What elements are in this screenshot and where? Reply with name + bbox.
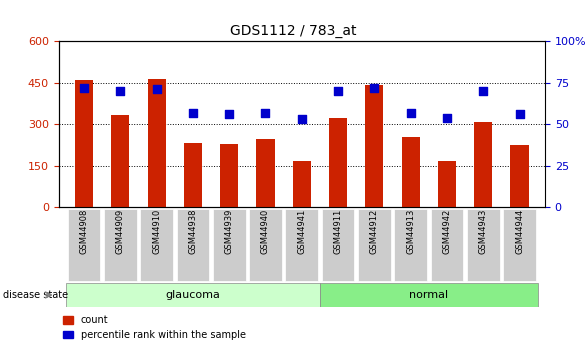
Bar: [148, 79, 166, 207]
Text: GSM44908: GSM44908: [80, 208, 88, 254]
Point: [370, 85, 379, 90]
Text: GSM44912: GSM44912: [370, 208, 379, 254]
FancyBboxPatch shape: [104, 208, 137, 282]
Text: glaucoma: glaucoma: [165, 290, 220, 300]
Bar: [401, 137, 420, 207]
Bar: [329, 118, 347, 207]
Text: GSM44942: GSM44942: [442, 208, 451, 254]
Text: GSM44940: GSM44940: [261, 208, 270, 254]
FancyBboxPatch shape: [467, 208, 500, 282]
Text: GSM44941: GSM44941: [297, 208, 306, 254]
FancyBboxPatch shape: [431, 208, 464, 282]
Point: [406, 110, 415, 115]
Text: GSM44909: GSM44909: [116, 208, 125, 254]
Bar: [111, 115, 130, 207]
Point: [79, 85, 88, 90]
Point: [115, 88, 125, 94]
Point: [515, 111, 524, 117]
Text: GDS1112 / 783_at: GDS1112 / 783_at: [230, 24, 356, 38]
Text: GSM44939: GSM44939: [224, 208, 234, 254]
Text: GSM44911: GSM44911: [333, 208, 343, 254]
FancyBboxPatch shape: [320, 283, 538, 307]
FancyBboxPatch shape: [140, 208, 173, 282]
FancyBboxPatch shape: [394, 208, 427, 282]
FancyBboxPatch shape: [176, 208, 209, 282]
Point: [297, 117, 306, 122]
FancyBboxPatch shape: [67, 208, 100, 282]
FancyBboxPatch shape: [503, 208, 536, 282]
Bar: [220, 144, 239, 207]
Point: [333, 88, 343, 94]
Bar: [184, 143, 202, 207]
Point: [152, 87, 161, 92]
Bar: [365, 85, 383, 207]
Text: disease state: disease state: [3, 290, 68, 300]
Text: GSM44938: GSM44938: [188, 208, 197, 254]
Bar: [257, 139, 275, 207]
Point: [479, 88, 488, 94]
Bar: [510, 145, 529, 207]
Bar: [474, 122, 492, 207]
FancyBboxPatch shape: [66, 283, 320, 307]
FancyBboxPatch shape: [358, 208, 391, 282]
Text: GSM44913: GSM44913: [406, 208, 415, 254]
Point: [261, 110, 270, 115]
Text: GSM44943: GSM44943: [479, 208, 488, 254]
Text: GSM44944: GSM44944: [515, 208, 524, 254]
Point: [188, 110, 197, 115]
FancyBboxPatch shape: [249, 208, 282, 282]
FancyBboxPatch shape: [285, 208, 318, 282]
Text: GSM44910: GSM44910: [152, 208, 161, 254]
Point: [442, 115, 452, 120]
Point: [224, 111, 234, 117]
FancyBboxPatch shape: [213, 208, 246, 282]
Bar: [293, 161, 311, 207]
Bar: [75, 80, 93, 207]
FancyBboxPatch shape: [322, 208, 355, 282]
Bar: [438, 161, 456, 207]
Text: normal: normal: [409, 290, 448, 300]
Legend: count, percentile rank within the sample: count, percentile rank within the sample: [63, 315, 246, 340]
